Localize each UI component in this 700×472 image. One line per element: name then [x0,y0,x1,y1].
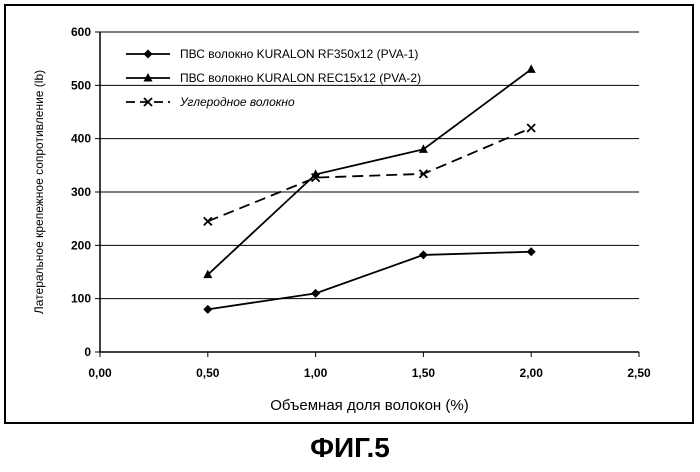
x-tick-label: 0,50 [196,366,220,380]
legend-marker [144,50,153,59]
x-tick-label: 1,00 [304,366,328,380]
chart: 0 100 200 300 400 500 600 0,00 0,50 1,00 1,50 2,00 2… [6,6,692,422]
x-tick-label: 2,00 [520,366,544,380]
chart-frame: 0 100 200 300 400 500 600 0,00 0,50 1,00 1,50 2,00 2… [4,4,694,424]
data-point [419,144,428,153]
y-tick-label: 100 [71,292,91,306]
data-point [204,217,212,225]
data-point [203,305,212,314]
y-tick-label: 400 [71,132,91,146]
data-point [527,64,536,73]
x-axis-label: Объемная доля волокон (%) [270,397,468,414]
x-tick-label: 2,50 [627,366,651,380]
y-axis-label: Латеральное крепежное сопротивление (lb) [32,70,46,314]
figure-label: ФИГ.5 [0,432,700,464]
y-tick-label: 600 [71,25,91,39]
x-tick-label: 1,50 [412,366,436,380]
legend-label: Углеродное волокно [179,95,295,109]
data-point [311,289,320,298]
x-tick-label: 0,00 [88,366,112,380]
series-line-3 [208,128,531,221]
data-point [527,124,535,132]
data-point [419,250,428,259]
legend-label: ПВС волокно KURALON REC15x12 (PVA-2) [180,71,421,85]
data-point [527,247,536,256]
y-tick-label: 300 [71,185,91,199]
series-line-1 [208,252,531,310]
y-tick-label: 200 [71,238,91,252]
y-tick-label: 0 [84,345,91,359]
y-tick-label: 500 [71,78,91,92]
legend-label: ПВС волокно KURALON RF350x12 (PVA-1) [180,47,418,61]
